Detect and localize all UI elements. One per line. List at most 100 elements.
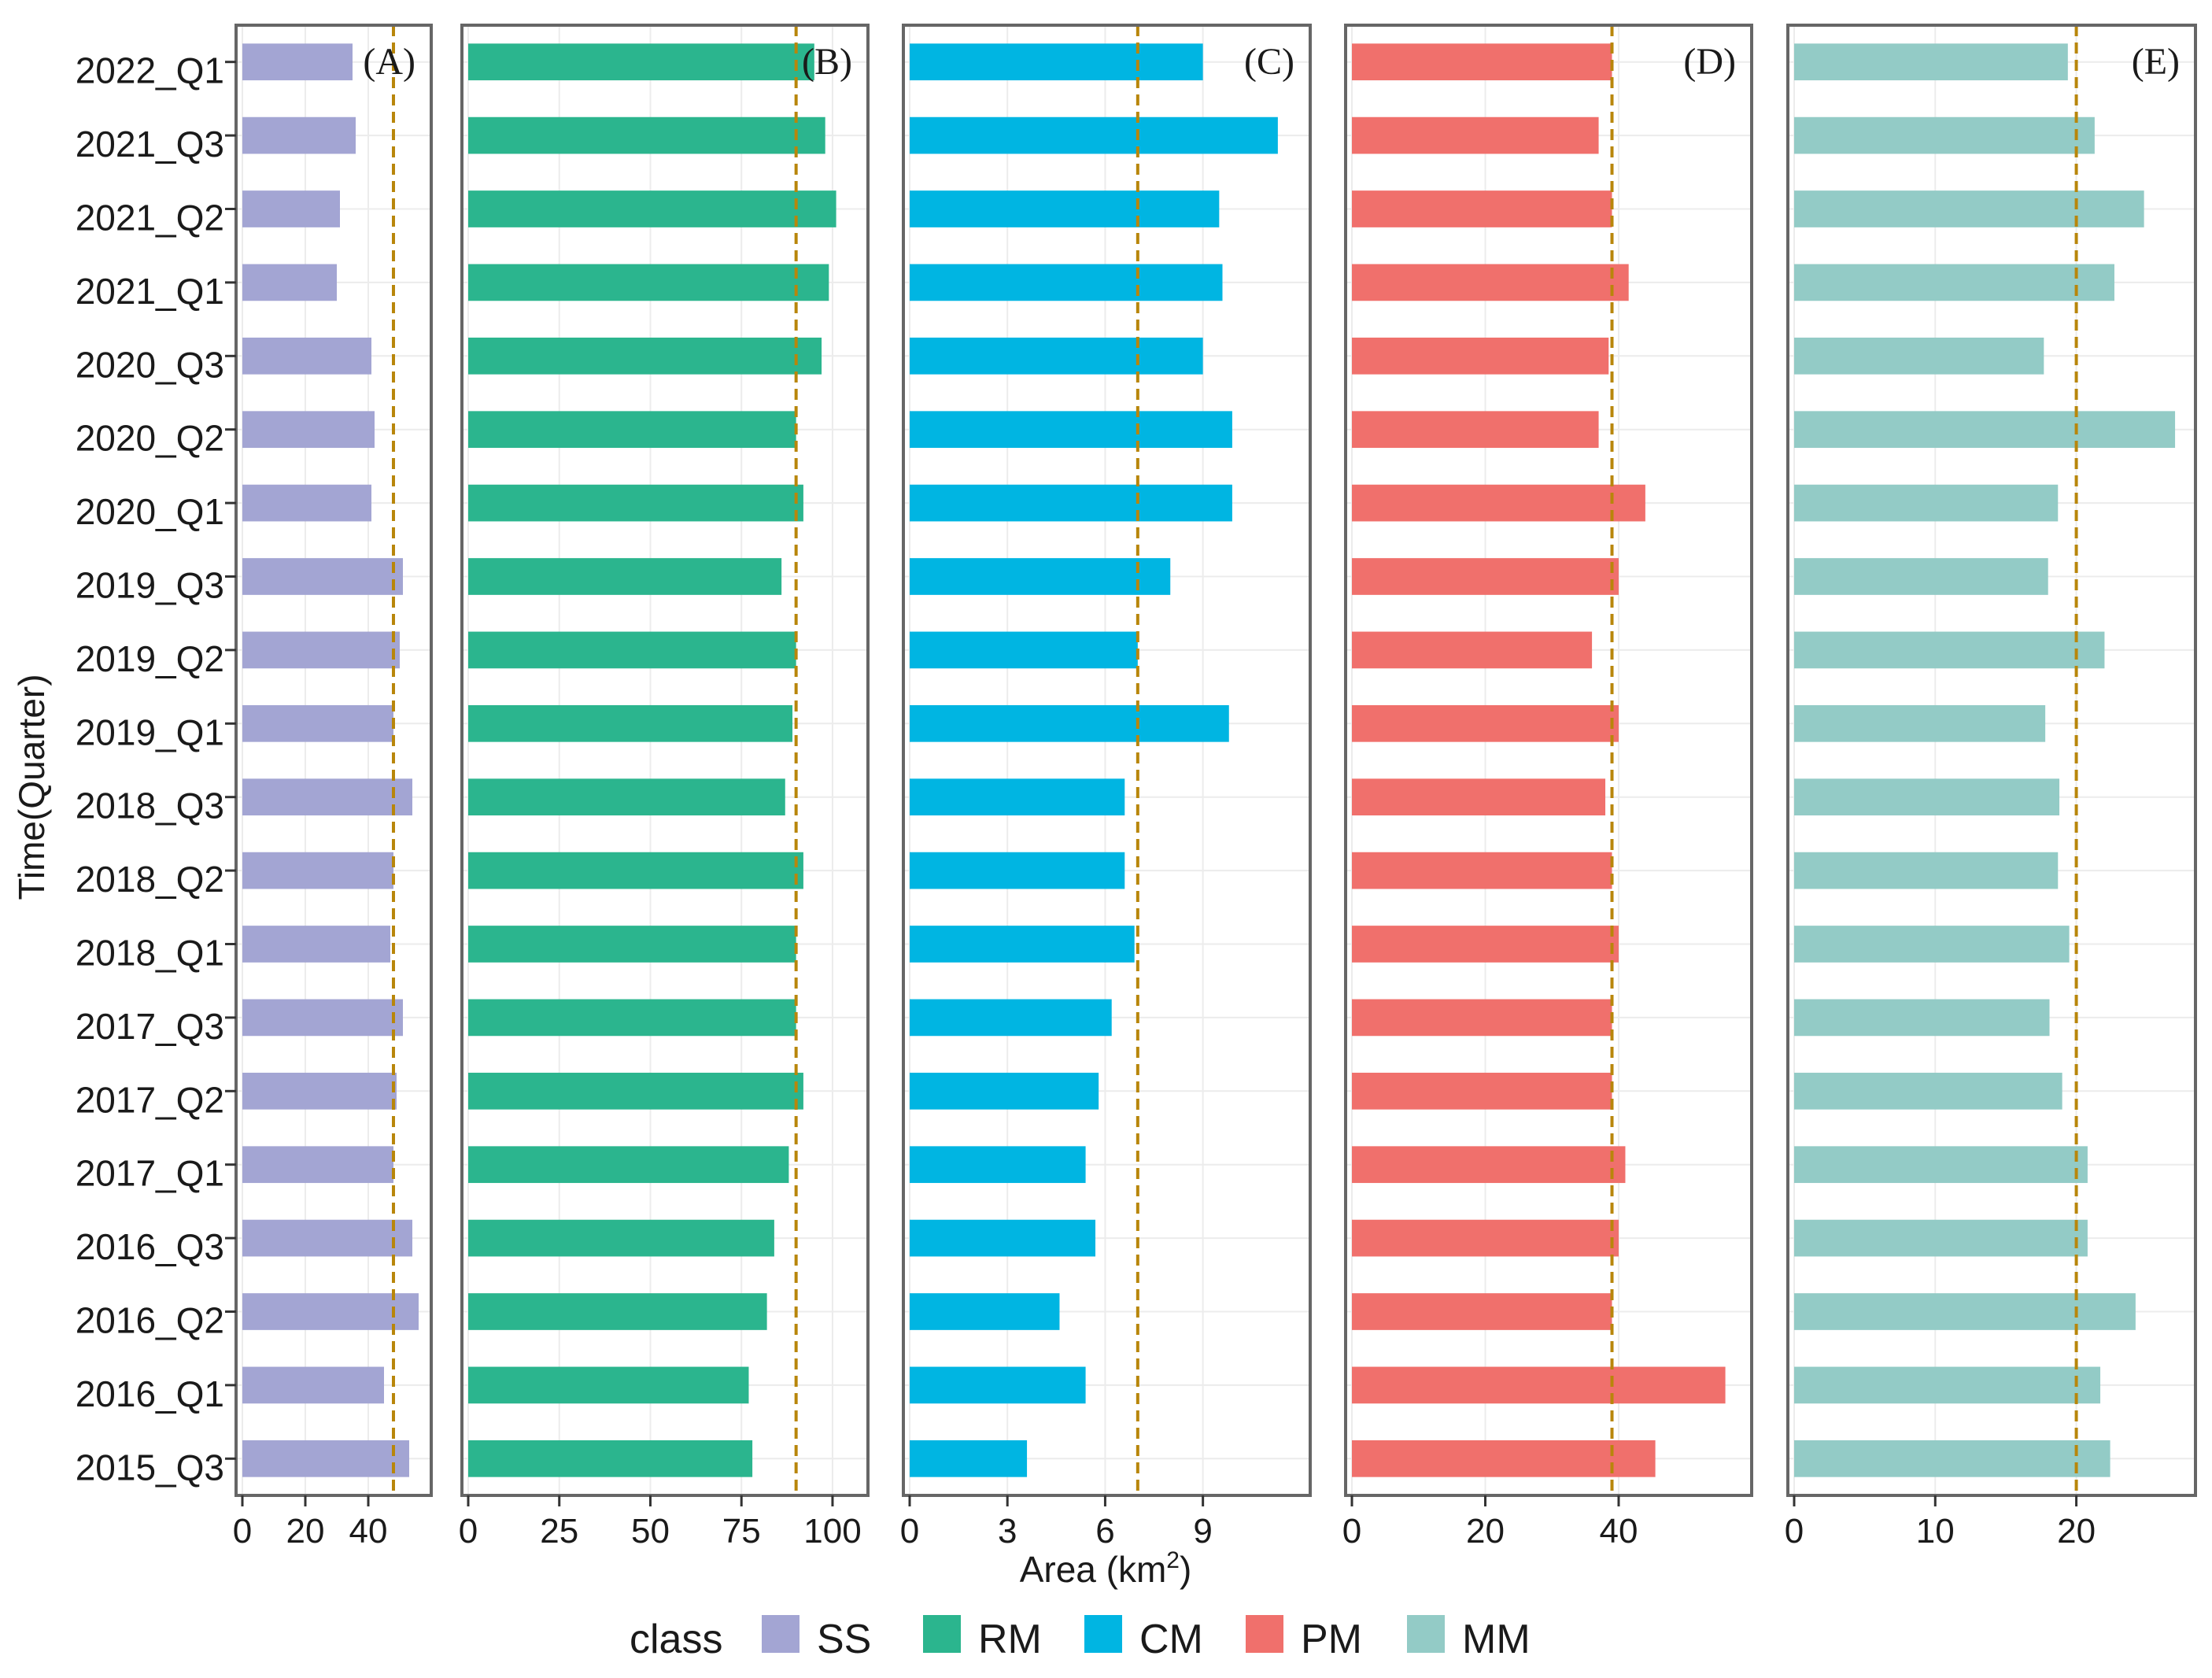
y-axis-title: Time(Quarter): [11, 674, 52, 900]
x-tick-label: 0: [1342, 1512, 1361, 1550]
legend-swatch-rm: [923, 1615, 961, 1653]
bar-mm-2021_q3: [1794, 116, 2095, 154]
bar-rm-2021_q3: [468, 116, 825, 154]
panel-mm: (E) 0 10 20: [1785, 24, 2197, 1550]
bar-rm-2020_q2: [468, 411, 796, 449]
legend-swatch-ss: [762, 1615, 799, 1653]
bar-pm-2021_q3: [1352, 116, 1599, 154]
bar-mm-2020_q3: [1794, 337, 2044, 375]
bar-mm-2018_q3: [1794, 778, 2060, 816]
bar-pm-2017_q2: [1352, 1072, 1612, 1110]
category-label: 2018_Q2: [76, 859, 224, 900]
x-tick-label: 40: [1600, 1512, 1638, 1550]
bar-pm-2022_q1: [1352, 43, 1612, 81]
bar-ss-2016_q2: [242, 1293, 419, 1330]
bar-pm-2019_q1: [1352, 704, 1619, 742]
x-axis-title: Area (km2): [1020, 1547, 1192, 1590]
bar-rm-2015_q3: [468, 1440, 753, 1477]
bar-mm-2019_q3: [1794, 558, 2048, 595]
x-axis-title-close: ): [1180, 1549, 1191, 1590]
panel-ss: (A) 0 20 40: [233, 24, 433, 1550]
bar-cm-2018_q1: [910, 926, 1135, 963]
category-label: 2022_Q1: [76, 50, 224, 91]
bar-ss-2019_q2: [242, 631, 400, 669]
bar-cm-2019_q1: [910, 704, 1229, 742]
panel-tag: (A): [363, 41, 415, 83]
x-axis-title-superscript: 2: [1166, 1547, 1180, 1573]
bar-rm-2016_q3: [468, 1219, 774, 1257]
bar-cm-2019_q3: [910, 558, 1171, 595]
x-tick-label: 50: [631, 1512, 670, 1550]
x-tick-label: 10: [1916, 1512, 1955, 1550]
category-label: 2016_Q1: [76, 1373, 224, 1414]
bar-pm-2021_q1: [1352, 264, 1629, 301]
bar-rm-2017_q2: [468, 1072, 803, 1110]
category-label: 2019_Q2: [76, 638, 224, 679]
x-axis-title-main: Area (km: [1020, 1549, 1167, 1590]
bar-mm-2019_q2: [1794, 631, 2105, 669]
bar-cm-2020_q3: [910, 337, 1203, 375]
bar-pm-2018_q3: [1352, 778, 1606, 816]
bar-pm-2016_q2: [1352, 1293, 1612, 1330]
bar-pm-2018_q2: [1352, 852, 1612, 889]
category-label: 2018_Q3: [76, 785, 224, 826]
bar-ss-2015_q3: [242, 1440, 409, 1477]
bar-cm-2021_q2: [910, 190, 1220, 227]
bar-pm-2017_q1: [1352, 1146, 1626, 1184]
bar-cm-2016_q3: [910, 1219, 1096, 1257]
category-label: 2017_Q1: [76, 1153, 224, 1194]
x-tick-label: 6: [1095, 1512, 1114, 1550]
legend-label-ss: SS: [817, 1617, 871, 1662]
legend-label-mm: MM: [1462, 1617, 1531, 1662]
bar-mm-2020_q2: [1794, 411, 2176, 449]
category-label: 2020_Q1: [76, 491, 224, 532]
category-label: 2019_Q1: [76, 711, 224, 752]
bar-pm-2019_q3: [1352, 558, 1619, 595]
x-tick-label: 20: [286, 1512, 325, 1550]
bar-ss-2020_q2: [242, 411, 375, 449]
category-label: 2020_Q2: [76, 418, 224, 459]
bar-pm-2018_q1: [1352, 926, 1619, 963]
bar-ss-2019_q1: [242, 704, 393, 742]
bar-mm-2017_q3: [1794, 999, 2050, 1037]
x-tick-label: 3: [998, 1512, 1017, 1550]
category-label: 2020_Q3: [76, 344, 224, 385]
bar-rm-2020_q3: [468, 337, 822, 375]
bar-ss-2021_q2: [242, 190, 340, 227]
bar-ss-2022_q1: [242, 43, 353, 81]
panel-border: [234, 24, 433, 1497]
bar-ss-2021_q1: [242, 264, 337, 301]
panel-tag: (B): [802, 41, 852, 83]
bar-mm-2020_q1: [1794, 484, 2059, 522]
category-labels: 2022_Q1 2021_Q3 2021_Q2 2021_Q1 2020_Q3 2020_…: [76, 50, 236, 1488]
bar-rm-2016_q2: [468, 1293, 767, 1330]
bar-mm-2016_q3: [1794, 1219, 2088, 1257]
bar-cm-2020_q1: [910, 484, 1232, 522]
x-tick-label: 75: [722, 1512, 761, 1550]
bar-ss-2017_q2: [242, 1072, 397, 1110]
bar-mm-2015_q3: [1794, 1440, 2110, 1477]
bar-pm-2020_q1: [1352, 484, 1645, 522]
category-label: 2021_Q3: [76, 124, 224, 164]
bar-rm-2018_q1: [468, 926, 796, 963]
panel-border: [1344, 24, 1753, 1497]
category-label: 2016_Q3: [76, 1226, 224, 1267]
bar-cm-2019_q2: [910, 631, 1138, 669]
panel-border: [1786, 24, 2197, 1497]
category-label: 2017_Q2: [76, 1079, 224, 1120]
category-label: 2021_Q1: [76, 271, 224, 312]
x-tick-label: 20: [1466, 1512, 1505, 1550]
category-label: 2021_Q2: [76, 198, 224, 238]
panel-pm: (D) 0 20 40: [1342, 24, 1753, 1550]
bar-rm-2017_q3: [468, 999, 796, 1037]
category-label: 2019_Q3: [76, 565, 224, 606]
bar-cm-2018_q3: [910, 778, 1125, 816]
bar-rm-2020_q1: [468, 484, 803, 522]
bar-cm-2016_q2: [910, 1293, 1060, 1330]
panels-layer: (A) 0 20 40 (B) 0 25 50 75 100 (C) 0 3 6 9 (D) 0 20 40 (E) 0…: [233, 24, 2197, 1550]
bar-pm-2017_q3: [1352, 999, 1612, 1037]
category-label: 2015_Q3: [76, 1447, 224, 1488]
bar-pm-2019_q2: [1352, 631, 1593, 669]
category-label: 2016_Q2: [76, 1300, 224, 1341]
bar-ss-2020_q3: [242, 337, 371, 375]
